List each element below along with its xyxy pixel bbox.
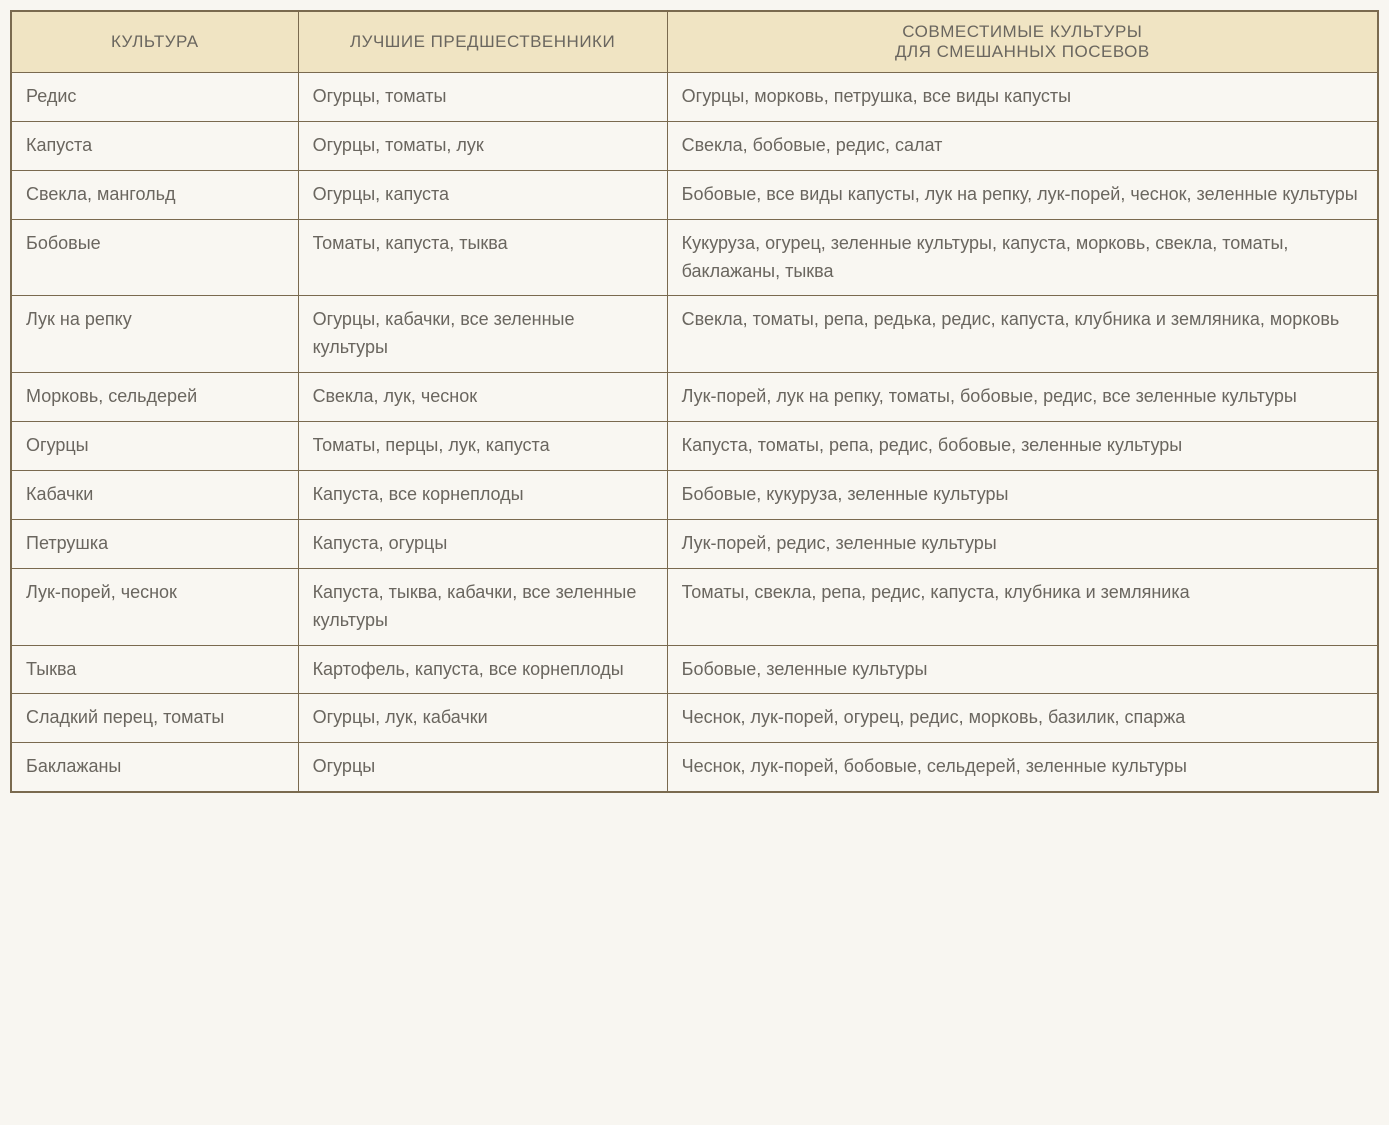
crop-rotation-table: КУЛЬТУРА ЛУЧШИЕ ПРЕДШЕСТВЕННИКИ СОВМЕСТИ… <box>10 10 1379 793</box>
cell-compatible: Томаты, свекла, репа, редис, капуста, кл… <box>667 568 1378 645</box>
cell-predecessors: Томаты, капуста, тыква <box>298 219 667 296</box>
table-body: РедисОгурцы, томатыОгурцы, морковь, петр… <box>11 73 1378 793</box>
cell-predecessors: Томаты, перцы, лук, капуста <box>298 422 667 471</box>
table-row: Морковь, сельдерейСвекла, лук, чеснокЛук… <box>11 373 1378 422</box>
cell-compatible: Бобовые, зеленные культуры <box>667 645 1378 694</box>
col-header-compatible: СОВМЕСТИМЫЕ КУЛЬТУРЫДЛЯ СМЕШАННЫХ ПОСЕВО… <box>667 11 1378 73</box>
cell-compatible: Кукуруза, огурец, зеленные культуры, кап… <box>667 219 1378 296</box>
cell-predecessors: Огурцы, лук, кабачки <box>298 694 667 743</box>
table-row: КапустаОгурцы, томаты, лукСвекла, бобовы… <box>11 121 1378 170</box>
cell-compatible: Капуста, томаты, репа, редис, бобовые, з… <box>667 422 1378 471</box>
cell-predecessors: Свекла, лук, чеснок <box>298 373 667 422</box>
cell-culture: Сладкий перец, томаты <box>11 694 298 743</box>
cell-compatible: Лук-порей, редис, зеленные культуры <box>667 519 1378 568</box>
cell-predecessors: Огурцы, томаты, лук <box>298 121 667 170</box>
cell-culture: Лук-порей, чеснок <box>11 568 298 645</box>
cell-culture: Редис <box>11 73 298 122</box>
table-row: Сладкий перец, томатыОгурцы, лук, кабачк… <box>11 694 1378 743</box>
col-header-predecessors: ЛУЧШИЕ ПРЕДШЕСТВЕННИКИ <box>298 11 667 73</box>
table-row: РедисОгурцы, томатыОгурцы, морковь, петр… <box>11 73 1378 122</box>
cell-compatible: Чеснок, лук-порей, бобовые, сельдерей, з… <box>667 743 1378 792</box>
cell-culture: Петрушка <box>11 519 298 568</box>
cell-predecessors: Огурцы <box>298 743 667 792</box>
cell-predecessors: Огурцы, томаты <box>298 73 667 122</box>
cell-predecessors: Огурцы, капуста <box>298 170 667 219</box>
col-header-culture: КУЛЬТУРА <box>11 11 298 73</box>
cell-predecessors: Капуста, тыква, кабачки, все зеленные ку… <box>298 568 667 645</box>
cell-culture: Кабачки <box>11 471 298 520</box>
cell-culture: Морковь, сельдерей <box>11 373 298 422</box>
cell-compatible: Бобовые, кукуруза, зеленные культуры <box>667 471 1378 520</box>
cell-compatible: Чеснок, лук-порей, огурец, редис, морков… <box>667 694 1378 743</box>
table-header: КУЛЬТУРА ЛУЧШИЕ ПРЕДШЕСТВЕННИКИ СОВМЕСТИ… <box>11 11 1378 73</box>
table-row: Свекла, мангольдОгурцы, капустаБобовые, … <box>11 170 1378 219</box>
cell-compatible: Свекла, бобовые, редис, салат <box>667 121 1378 170</box>
cell-predecessors: Огурцы, кабачки, все зеленные культуры <box>298 296 667 373</box>
table-row: БобовыеТоматы, капуста, тыкваКукуруза, о… <box>11 219 1378 296</box>
table-row: ОгурцыТоматы, перцы, лук, капустаКапуста… <box>11 422 1378 471</box>
cell-compatible: Лук-порей, лук на репку, томаты, бобовые… <box>667 373 1378 422</box>
cell-culture: Тыква <box>11 645 298 694</box>
cell-culture: Огурцы <box>11 422 298 471</box>
cell-culture: Баклажаны <box>11 743 298 792</box>
cell-compatible: Свекла, томаты, репа, редька, редис, кап… <box>667 296 1378 373</box>
cell-predecessors: Капуста, все корнеплоды <box>298 471 667 520</box>
cell-culture: Свекла, мангольд <box>11 170 298 219</box>
cell-culture: Капуста <box>11 121 298 170</box>
table-row: Лук-порей, чеснокКапуста, тыква, кабачки… <box>11 568 1378 645</box>
cell-predecessors: Капуста, огурцы <box>298 519 667 568</box>
cell-compatible: Бобовые, все виды капусты, лук на репку,… <box>667 170 1378 219</box>
cell-culture: Лук на репку <box>11 296 298 373</box>
cell-compatible: Огурцы, морковь, петрушка, все виды капу… <box>667 73 1378 122</box>
table-row: БаклажаныОгурцыЧеснок, лук-порей, бобовы… <box>11 743 1378 792</box>
table-row: ТыкваКартофель, капуста, все корнеплодыБ… <box>11 645 1378 694</box>
table-row: Лук на репкуОгурцы, кабачки, все зеленны… <box>11 296 1378 373</box>
cell-predecessors: Картофель, капуста, все корнеплоды <box>298 645 667 694</box>
table-row: КабачкиКапуста, все корнеплодыБобовые, к… <box>11 471 1378 520</box>
table-row: ПетрушкаКапуста, огурцыЛук-порей, редис,… <box>11 519 1378 568</box>
cell-culture: Бобовые <box>11 219 298 296</box>
